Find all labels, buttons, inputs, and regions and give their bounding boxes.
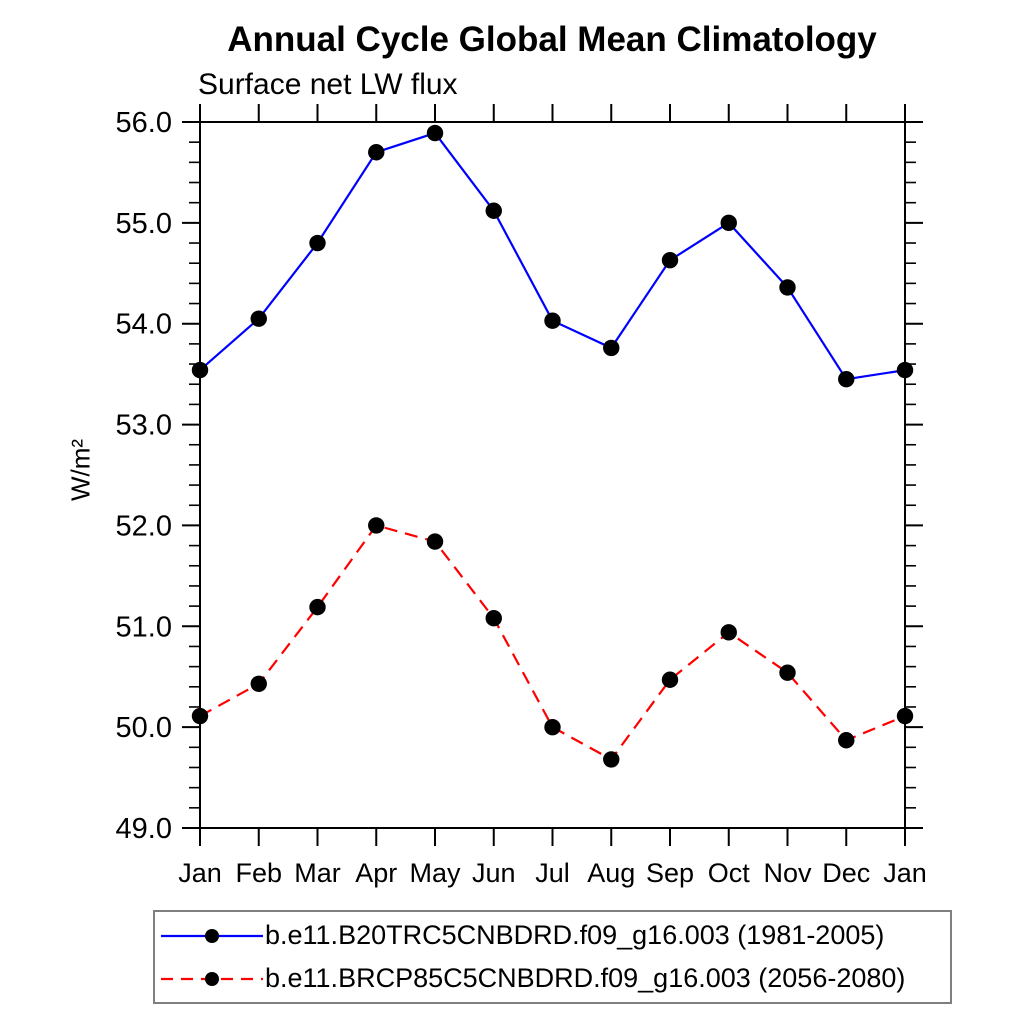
data-point-marker	[309, 598, 326, 616]
data-point-marker	[838, 370, 855, 388]
data-point-marker	[661, 251, 679, 269]
x-tick-label: May	[409, 858, 461, 888]
legend-label: b.e11.B20TRC5CNBDRD.f09_g16.003 (1981-20…	[265, 920, 885, 950]
legend-item: b.e11.B20TRC5CNBDRD.f09_g16.003 (1981-20…	[155, 914, 950, 957]
x-tick-label: Jul	[535, 858, 570, 888]
x-tick-label: Sep	[646, 858, 694, 888]
data-point-marker	[896, 707, 914, 725]
data-point-marker	[779, 279, 796, 296]
series-line-0	[199, 131, 906, 381]
legend-item: b.e11.BRCP85C5CNBDRD.f09_g16.003 (2056-2…	[155, 957, 950, 1000]
data-point-marker	[544, 718, 561, 736]
x-tick-label: Dec	[822, 858, 870, 888]
y-tick-label: 56.0	[116, 107, 172, 139]
data-point-marker	[544, 312, 561, 329]
x-tick-label: Jun	[472, 858, 516, 888]
data-point-marker	[368, 144, 385, 161]
y-tick-label: 55.0	[116, 208, 172, 240]
data-point-marker	[309, 234, 326, 252]
data-point-marker	[779, 664, 796, 681]
data-point-marker	[191, 361, 209, 379]
data-point-marker	[191, 707, 209, 725]
data-point-marker	[838, 732, 855, 749]
legend-label: b.e11.BRCP85C5CNBDRD.f09_g16.003 (2056-2…	[265, 963, 906, 993]
plot-frame	[199, 121, 906, 829]
x-tick-label: Oct	[708, 858, 751, 888]
x-tick-label: Nov	[763, 858, 812, 888]
y-tick-label: 50.0	[116, 712, 172, 744]
x-tick-label: Apr	[355, 858, 397, 888]
y-tick-label: 54.0	[116, 309, 172, 341]
data-point-marker	[603, 751, 620, 768]
x-tick-label: Jan	[883, 858, 927, 888]
chart-title: Annual Cycle Global Mean Climatology	[227, 20, 877, 59]
data-point-marker	[661, 671, 679, 688]
chart-subtitle: Surface net LW flux	[198, 68, 458, 101]
data-point-marker	[485, 610, 502, 627]
y-tick-label: 49.0	[116, 813, 172, 845]
legend-marker-dot	[205, 971, 219, 986]
data-point-marker	[720, 214, 737, 232]
data-point-marker	[426, 124, 444, 142]
x-tick-label: Feb	[235, 858, 282, 888]
y-tick-label: 51.0	[116, 611, 172, 643]
data-point-marker	[250, 310, 267, 327]
x-tick-label: Aug	[587, 858, 635, 888]
data-point-marker	[485, 202, 502, 219]
data-point-marker	[368, 517, 385, 534]
data-point-marker	[250, 675, 267, 692]
legend-line-sample-series-0	[161, 928, 263, 943]
legend-marker-dot	[205, 928, 219, 943]
data-point-marker	[896, 361, 914, 379]
legend-line-sample-series-1	[161, 971, 263, 986]
legend-box: b.e11.B20TRC5CNBDRD.f09_g16.003 (1981-20…	[153, 910, 952, 1004]
y-tick-label: 53.0	[116, 410, 172, 442]
y-tick-label: 52.0	[116, 510, 172, 542]
data-point-marker	[426, 533, 444, 550]
data-point-marker	[720, 624, 737, 641]
x-tick-label: Mar	[294, 858, 341, 888]
data-point-marker	[603, 339, 620, 357]
x-tick-label: Jan	[178, 858, 222, 888]
